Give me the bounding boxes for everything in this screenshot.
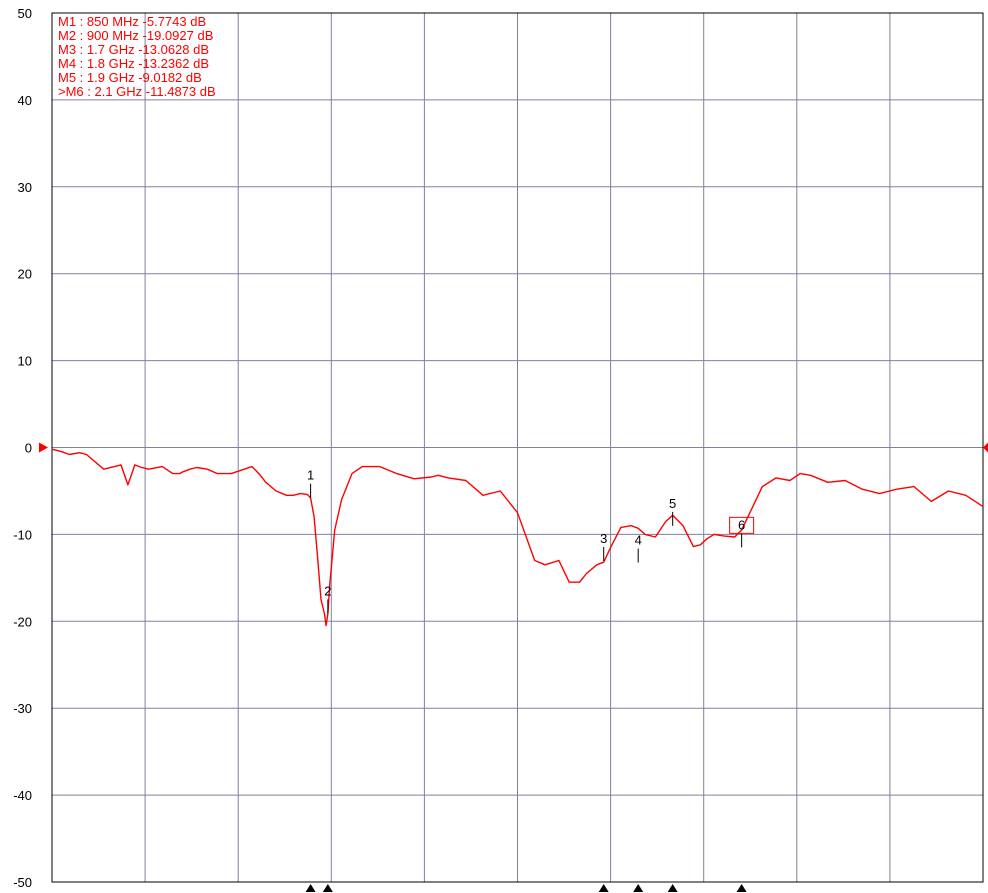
- marker-layer: 1 2 3 4 5 6: [307, 468, 755, 614]
- y-tick-label: -40: [13, 788, 32, 803]
- chart-grid: [52, 13, 983, 882]
- marker-readout-line: >M6 : 2.1 GHz -11.4873 dB: [58, 84, 216, 99]
- y-tick-label: -30: [13, 701, 32, 716]
- marker-readout-line: M2 : 900 MHz -19.0927 dB: [58, 28, 213, 43]
- y-axis-tick-labels: 50 40 30 20 10 0 -10 -20 -30 -40 -50: [13, 6, 32, 890]
- y-tick-label: -20: [13, 614, 32, 629]
- marker-readout-line: M1 : 850 MHz -5.7743 dB: [58, 14, 206, 29]
- reference-level-arrow-right: [983, 442, 988, 453]
- marker-indicator-triangle: [667, 884, 678, 892]
- reference-level-arrow-left: [39, 442, 48, 453]
- y-tick-label: -50: [13, 875, 32, 890]
- marker-indicator-triangle: [305, 884, 316, 892]
- marker-label: 5: [669, 496, 676, 511]
- marker-readout-line: M4 : 1.8 GHz -13.2362 dB: [58, 56, 209, 71]
- y-tick-label: 0: [25, 441, 32, 456]
- marker-indicator-triangle: [322, 884, 333, 892]
- active-marker-box: [729, 516, 755, 534]
- marker-label: 6: [738, 517, 745, 532]
- marker-readout-line: M5 : 1.9 GHz -9.0182 dB: [58, 70, 202, 85]
- marker-label: 2: [324, 583, 331, 598]
- reference-level-indicators: [39, 442, 988, 453]
- marker-label: 1: [307, 468, 314, 483]
- marker-readout-line: M3 : 1.7 GHz -13.0628 dB: [58, 42, 209, 57]
- trace-layer: [51, 448, 984, 627]
- y-tick-label: 20: [18, 267, 32, 282]
- y-tick-label: 50: [18, 6, 32, 21]
- y-tick-label: 40: [18, 93, 32, 108]
- bottom-marker-indicators: [305, 884, 747, 892]
- marker-label: 4: [635, 533, 642, 548]
- trace-line: [51, 448, 984, 627]
- marker-indicator-triangle: [736, 884, 747, 892]
- marker-indicator-triangle: [598, 884, 609, 892]
- y-tick-label: 10: [18, 354, 32, 369]
- marker-label: 3: [600, 531, 607, 546]
- y-tick-label: -10: [13, 527, 32, 542]
- marker-indicator-triangle: [633, 884, 644, 892]
- y-tick-label: 30: [18, 180, 32, 195]
